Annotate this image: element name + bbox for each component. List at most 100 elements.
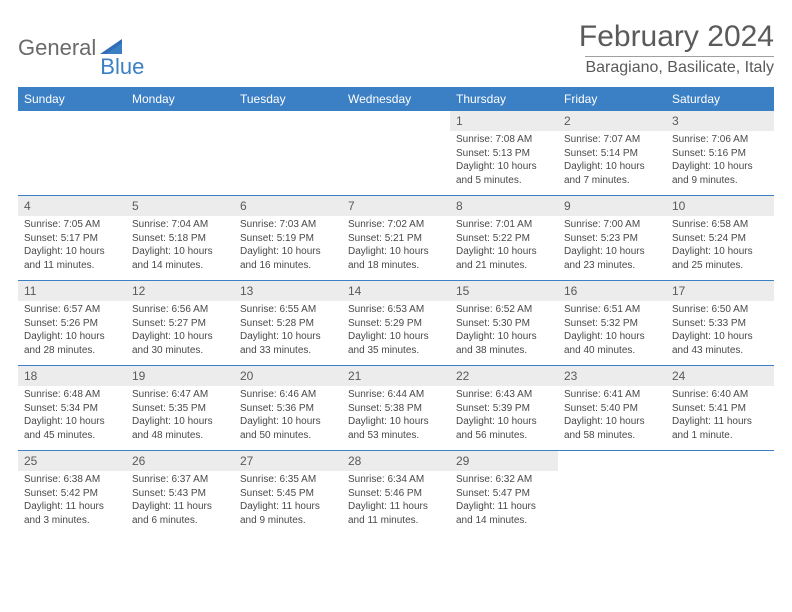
day-details: Sunrise: 6:41 AMSunset: 5:40 PMDaylight:… xyxy=(558,386,666,446)
daylight-text: Daylight: 10 hours xyxy=(456,330,552,344)
daylight-text: and 14 minutes. xyxy=(132,259,228,273)
day-number: 4 xyxy=(18,196,126,216)
sunrise-text: Sunrise: 6:35 AM xyxy=(240,473,336,487)
day-details: Sunrise: 7:01 AMSunset: 5:22 PMDaylight:… xyxy=(450,216,558,276)
daylight-text: and 53 minutes. xyxy=(348,429,444,443)
weekday-label: Saturday xyxy=(666,87,774,111)
day-details: Sunrise: 6:34 AMSunset: 5:46 PMDaylight:… xyxy=(342,471,450,531)
daylight-text: and 1 minute. xyxy=(672,429,768,443)
day-cell: 25Sunrise: 6:38 AMSunset: 5:42 PMDayligh… xyxy=(18,451,126,535)
day-cell: 16Sunrise: 6:51 AMSunset: 5:32 PMDayligh… xyxy=(558,281,666,365)
week-row: 4Sunrise: 7:05 AMSunset: 5:17 PMDaylight… xyxy=(18,195,774,280)
location-label: Baragiano, Basilicate, Italy xyxy=(585,56,774,77)
day-cell xyxy=(126,111,234,195)
day-details: Sunrise: 7:08 AMSunset: 5:13 PMDaylight:… xyxy=(450,131,558,191)
day-number: 12 xyxy=(126,281,234,301)
daylight-text: and 3 minutes. xyxy=(24,514,120,528)
daylight-text: Daylight: 10 hours xyxy=(564,330,660,344)
day-cell xyxy=(342,111,450,195)
sunrise-text: Sunrise: 6:48 AM xyxy=(24,388,120,402)
day-number: 28 xyxy=(342,451,450,471)
daylight-text: Daylight: 10 hours xyxy=(672,160,768,174)
day-number: 24 xyxy=(666,366,774,386)
daylight-text: Daylight: 10 hours xyxy=(132,330,228,344)
sunrise-text: Sunrise: 6:46 AM xyxy=(240,388,336,402)
week-row: 25Sunrise: 6:38 AMSunset: 5:42 PMDayligh… xyxy=(18,450,774,535)
daylight-text: and 9 minutes. xyxy=(672,174,768,188)
sunrise-text: Sunrise: 6:51 AM xyxy=(564,303,660,317)
sunrise-text: Sunrise: 6:32 AM xyxy=(456,473,552,487)
daylight-text: and 38 minutes. xyxy=(456,344,552,358)
calendar-page: General Blue February 2024 Baragiano, Ba… xyxy=(0,0,792,535)
daylight-text: and 28 minutes. xyxy=(24,344,120,358)
sunrise-text: Sunrise: 6:52 AM xyxy=(456,303,552,317)
day-cell xyxy=(234,111,342,195)
sunrise-text: Sunrise: 7:06 AM xyxy=(672,133,768,147)
title-block: February 2024 Baragiano, Basilicate, Ita… xyxy=(579,20,774,77)
day-cell: 23Sunrise: 6:41 AMSunset: 5:40 PMDayligh… xyxy=(558,366,666,450)
daylight-text: and 18 minutes. xyxy=(348,259,444,273)
day-cell: 8Sunrise: 7:01 AMSunset: 5:22 PMDaylight… xyxy=(450,196,558,280)
daylight-text: Daylight: 10 hours xyxy=(240,330,336,344)
brand-part1: General xyxy=(18,35,96,61)
daylight-text: Daylight: 11 hours xyxy=(24,500,120,514)
day-details: Sunrise: 6:55 AMSunset: 5:28 PMDaylight:… xyxy=(234,301,342,361)
daylight-text: Daylight: 10 hours xyxy=(132,245,228,259)
sunset-text: Sunset: 5:13 PM xyxy=(456,147,552,161)
weekday-label: Thursday xyxy=(450,87,558,111)
day-details: Sunrise: 6:40 AMSunset: 5:41 PMDaylight:… xyxy=(666,386,774,446)
day-number: 27 xyxy=(234,451,342,471)
daylight-text: and 11 minutes. xyxy=(348,514,444,528)
day-details: Sunrise: 6:56 AMSunset: 5:27 PMDaylight:… xyxy=(126,301,234,361)
day-cell: 26Sunrise: 6:37 AMSunset: 5:43 PMDayligh… xyxy=(126,451,234,535)
sunset-text: Sunset: 5:16 PM xyxy=(672,147,768,161)
week-row: 18Sunrise: 6:48 AMSunset: 5:34 PMDayligh… xyxy=(18,365,774,450)
day-number: 5 xyxy=(126,196,234,216)
day-details: Sunrise: 6:43 AMSunset: 5:39 PMDaylight:… xyxy=(450,386,558,446)
sunrise-text: Sunrise: 6:53 AM xyxy=(348,303,444,317)
daylight-text: Daylight: 10 hours xyxy=(348,330,444,344)
day-number: 17 xyxy=(666,281,774,301)
sunset-text: Sunset: 5:18 PM xyxy=(132,232,228,246)
daylight-text: Daylight: 11 hours xyxy=(456,500,552,514)
day-number: 10 xyxy=(666,196,774,216)
day-details: Sunrise: 7:06 AMSunset: 5:16 PMDaylight:… xyxy=(666,131,774,191)
sunrise-text: Sunrise: 6:38 AM xyxy=(24,473,120,487)
daylight-text: Daylight: 10 hours xyxy=(672,245,768,259)
daylight-text: Daylight: 10 hours xyxy=(564,415,660,429)
daylight-text: and 23 minutes. xyxy=(564,259,660,273)
sunset-text: Sunset: 5:19 PM xyxy=(240,232,336,246)
daylight-text: and 50 minutes. xyxy=(240,429,336,443)
daylight-text: and 6 minutes. xyxy=(132,514,228,528)
day-number xyxy=(126,111,234,131)
daylight-text: and 43 minutes. xyxy=(672,344,768,358)
page-header: General Blue February 2024 Baragiano, Ba… xyxy=(18,20,774,77)
daylight-text: Daylight: 10 hours xyxy=(24,330,120,344)
day-details: Sunrise: 7:00 AMSunset: 5:23 PMDaylight:… xyxy=(558,216,666,276)
brand-part2: Blue xyxy=(100,36,144,80)
day-number: 22 xyxy=(450,366,558,386)
sunrise-text: Sunrise: 7:01 AM xyxy=(456,218,552,232)
day-cell: 3Sunrise: 7:06 AMSunset: 5:16 PMDaylight… xyxy=(666,111,774,195)
day-cell xyxy=(558,451,666,535)
day-number xyxy=(558,451,666,471)
day-details: Sunrise: 6:52 AMSunset: 5:30 PMDaylight:… xyxy=(450,301,558,361)
sunrise-text: Sunrise: 6:47 AM xyxy=(132,388,228,402)
day-cell: 19Sunrise: 6:47 AMSunset: 5:35 PMDayligh… xyxy=(126,366,234,450)
sunset-text: Sunset: 5:42 PM xyxy=(24,487,120,501)
month-title: February 2024 xyxy=(579,20,774,54)
sunrise-text: Sunrise: 6:44 AM xyxy=(348,388,444,402)
daylight-text: and 11 minutes. xyxy=(24,259,120,273)
day-details: Sunrise: 7:04 AMSunset: 5:18 PMDaylight:… xyxy=(126,216,234,276)
day-details: Sunrise: 7:03 AMSunset: 5:19 PMDaylight:… xyxy=(234,216,342,276)
sunrise-text: Sunrise: 6:56 AM xyxy=(132,303,228,317)
sunset-text: Sunset: 5:46 PM xyxy=(348,487,444,501)
day-details: Sunrise: 6:51 AMSunset: 5:32 PMDaylight:… xyxy=(558,301,666,361)
day-number: 23 xyxy=(558,366,666,386)
sunset-text: Sunset: 5:21 PM xyxy=(348,232,444,246)
daylight-text: Daylight: 10 hours xyxy=(456,160,552,174)
day-cell: 18Sunrise: 6:48 AMSunset: 5:34 PMDayligh… xyxy=(18,366,126,450)
sunset-text: Sunset: 5:41 PM xyxy=(672,402,768,416)
day-cell: 15Sunrise: 6:52 AMSunset: 5:30 PMDayligh… xyxy=(450,281,558,365)
weekday-label: Tuesday xyxy=(234,87,342,111)
